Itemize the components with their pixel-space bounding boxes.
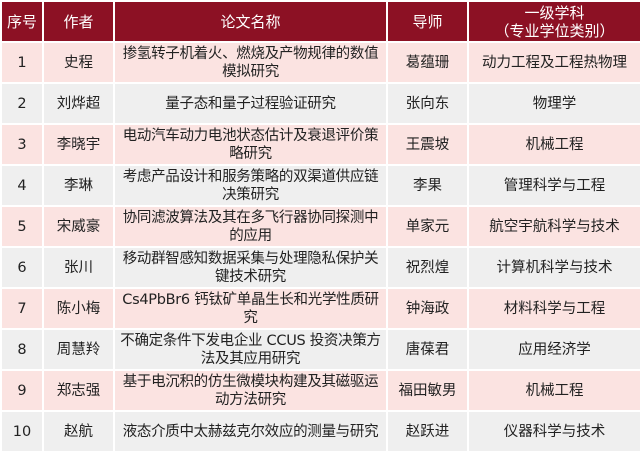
cell-author: 刘烨超 [42, 82, 115, 125]
cell-advisor: 钟海政 [386, 287, 469, 330]
cell-advisor: 赵跃进 [386, 410, 469, 453]
cell-advisor: 福田敏男 [386, 369, 469, 412]
cell-title: 移动群智感知数据采集与处理隐私保护关键技术研究 [113, 246, 388, 289]
cell-discipline: 动力工程及工程热物理 [467, 41, 640, 84]
cell-advisor: 单家元 [386, 205, 469, 248]
header-row: 序号 作者 论文名称 导师 一级学科 （专业学位类别） [0, 0, 640, 43]
cell-title: Cs4PbBr6 钙钛矿单晶生长和光学性质研究 [113, 287, 388, 330]
cell-discipline: 材料科学与工程 [467, 287, 640, 330]
cell-no: 1 [0, 41, 44, 84]
cell-title: 不确定条件下发电企业 CCUS 投资决策方法及其应用研究 [113, 328, 388, 371]
cell-author: 李晓宇 [42, 123, 115, 166]
table-row: 4 李琳 考虑产品设计和服务策略的双渠道供应链决策研究 李果 管理科学与工程 [0, 164, 640, 207]
cell-title: 协同滤波算法及其在多飞行器协同探测中的应用 [113, 205, 388, 248]
table-row: 1 史程 掺氢转子机着火、燃烧及产物规律的数值模拟研究 葛蕴珊 动力工程及工程热物理 [0, 41, 640, 84]
table-row: 9 郑志强 基于电沉积的仿生微模块构建及其磁驱运动方法研究 福田敏男 机械工程 [0, 369, 640, 412]
table-row: 5 宋威豪 协同滤波算法及其在多飞行器协同探测中的应用 单家元 航空宇航科学与技术 [0, 205, 640, 248]
cell-no: 9 [0, 369, 44, 412]
cell-title: 电动汽车动力电池状态估计及衰退评价策略研究 [113, 123, 388, 166]
cell-author: 陈小梅 [42, 287, 115, 330]
cell-title: 液态介质中太赫兹克尔效应的测量与研究 [113, 410, 388, 453]
cell-no: 2 [0, 82, 44, 125]
cell-discipline: 物理学 [467, 82, 640, 125]
cell-title: 掺氢转子机着火、燃烧及产物规律的数值模拟研究 [113, 41, 388, 84]
cell-advisor: 祝烈煌 [386, 246, 469, 289]
cell-no: 5 [0, 205, 44, 248]
header-no: 序号 [0, 0, 44, 43]
cell-author: 赵航 [42, 410, 115, 453]
cell-author: 张川 [42, 246, 115, 289]
table-row: 10 赵航 液态介质中太赫兹克尔效应的测量与研究 赵跃进 仪器科学与技术 [0, 410, 640, 453]
cell-no: 8 [0, 328, 44, 371]
cell-discipline: 仪器科学与技术 [467, 410, 640, 453]
cell-title: 考虑产品设计和服务策略的双渠道供应链决策研究 [113, 164, 388, 207]
cell-discipline: 计算机科学与技术 [467, 246, 640, 289]
cell-discipline: 机械工程 [467, 123, 640, 166]
cell-author: 史程 [42, 41, 115, 84]
cell-advisor: 张向东 [386, 82, 469, 125]
header-author: 作者 [42, 0, 115, 43]
cell-advisor: 王震坡 [386, 123, 469, 166]
cell-advisor: 唐葆君 [386, 328, 469, 371]
header-discipline-line1: 一级学科 [524, 3, 585, 22]
thesis-table: 序号 作者 论文名称 导师 一级学科 （专业学位类别） 1 史程 掺氢转子机着火、燃… [0, 0, 640, 453]
table-row: 7 陈小梅 Cs4PbBr6 钙钛矿单晶生长和光学性质研究 钟海政 材料科学与工程 [0, 287, 640, 330]
header-title: 论文名称 [113, 0, 388, 43]
header-discipline-line2: （专业学位类别） [494, 21, 615, 40]
cell-no: 6 [0, 246, 44, 289]
table-row: 3 李晓宇 电动汽车动力电池状态估计及衰退评价策略研究 王震坡 机械工程 [0, 123, 640, 166]
cell-author: 郑志强 [42, 369, 115, 412]
header-discipline: 一级学科 （专业学位类别） [467, 0, 640, 43]
cell-no: 7 [0, 287, 44, 330]
cell-author: 李琳 [42, 164, 115, 207]
cell-no: 10 [0, 410, 44, 453]
cell-author: 宋威豪 [42, 205, 115, 248]
cell-discipline: 机械工程 [467, 369, 640, 412]
table-row: 8 周慧羚 不确定条件下发电企业 CCUS 投资决策方法及其应用研究 唐葆君 应用经济学 [0, 328, 640, 371]
cell-advisor: 李果 [386, 164, 469, 207]
cell-title: 基于电沉积的仿生微模块构建及其磁驱运动方法研究 [113, 369, 388, 412]
cell-title: 量子态和量子过程验证研究 [113, 82, 388, 125]
cell-no: 4 [0, 164, 44, 207]
cell-discipline: 应用经济学 [467, 328, 640, 371]
cell-no: 3 [0, 123, 44, 166]
cell-discipline: 管理科学与工程 [467, 164, 640, 207]
header-advisor: 导师 [386, 0, 469, 43]
cell-author: 周慧羚 [42, 328, 115, 371]
table-row: 6 张川 移动群智感知数据采集与处理隐私保护关键技术研究 祝烈煌 计算机科学与技术 [0, 246, 640, 289]
cell-advisor: 葛蕴珊 [386, 41, 469, 84]
table-row: 2 刘烨超 量子态和量子过程验证研究 张向东 物理学 [0, 82, 640, 125]
cell-discipline: 航空宇航科学与技术 [467, 205, 640, 248]
